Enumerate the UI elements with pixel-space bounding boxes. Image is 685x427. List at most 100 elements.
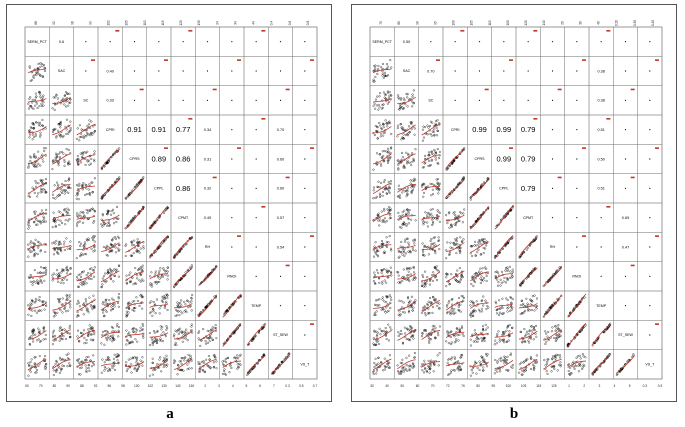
scatter-point: [180, 299, 183, 302]
scatter-point: [26, 248, 30, 251]
smoother-line: [372, 302, 392, 309]
scatter-point: [155, 280, 158, 283]
scatter-point: [485, 279, 488, 282]
top-tick-label: 40: [597, 21, 601, 25]
scatter-point: [75, 224, 78, 227]
scatter-point: [480, 243, 483, 246]
scatter-cell: [76, 324, 96, 345]
scatter-cell: [197, 324, 218, 347]
scatter-point: [455, 327, 458, 330]
scatter-point: [104, 337, 108, 340]
bottom-tick-label: 60: [25, 384, 29, 388]
scatter-point: [389, 247, 393, 250]
scatter-point: [114, 235, 117, 239]
scatter-point: [100, 197, 103, 200]
scatter-point: [207, 273, 210, 276]
scatter-point: [93, 275, 96, 278]
scatter-point: [456, 156, 459, 159]
top-tick-label: 120: [524, 20, 528, 26]
smoother-line: [27, 182, 47, 194]
scatter-point: [42, 300, 45, 303]
scatter-point: [213, 354, 216, 357]
scatter-point: [473, 244, 476, 247]
scatter-point: [408, 243, 411, 246]
scatter-point: [43, 326, 46, 329]
scatter-point: [215, 360, 218, 363]
scatter-point: [472, 276, 475, 279]
scatter-point: [91, 339, 94, 342]
correlation-value: 0.99: [497, 155, 512, 164]
scatter-point: [381, 103, 384, 106]
scatter-point: [136, 277, 139, 280]
scatter-point: [482, 304, 485, 307]
correlation-value: 0.91: [127, 125, 142, 134]
scatter-point: [462, 212, 465, 215]
scatter-point: [374, 67, 377, 70]
scatter-point: [27, 166, 30, 169]
top-tick-label: 105: [125, 20, 129, 26]
scatter-point: [64, 337, 67, 340]
scatter-point: [477, 187, 480, 191]
scatter-point: [59, 247, 62, 250]
scatter-point: [237, 297, 241, 300]
scatter-point: [67, 163, 70, 166]
scatter-point: [446, 303, 449, 306]
significance-mark: [188, 30, 193, 32]
scatter-point: [428, 339, 431, 342]
scatter-point: [66, 298, 69, 301]
scatter-point: [62, 282, 65, 285]
scatter-cell: [125, 264, 145, 286]
scatter-point: [388, 91, 391, 94]
scatter-point: [422, 250, 425, 253]
scatter-point: [33, 210, 36, 213]
scatter-point: [460, 240, 463, 244]
scatter-point: [386, 187, 389, 190]
scatter-point: [149, 275, 152, 278]
scatter-point: [51, 160, 54, 163]
scatter-point: [475, 273, 478, 276]
scatter-point: [82, 182, 85, 185]
smoother-line: [52, 96, 71, 104]
scatter-point: [37, 327, 40, 330]
correlation-value: 0.86: [176, 155, 191, 164]
scatter-point: [506, 279, 509, 282]
scatter-point: [80, 360, 83, 363]
smoother-line: [246, 355, 266, 374]
scatter-cell: [75, 119, 97, 142]
scatter-point: [32, 300, 35, 303]
scatter-point: [166, 326, 169, 329]
scatter-point: [506, 326, 509, 329]
scatter-point: [156, 363, 159, 366]
scatter-point: [64, 301, 67, 305]
scatter-point: [386, 271, 389, 274]
scatter-point: [401, 311, 404, 314]
scatter-point: [382, 126, 385, 129]
scatter-point: [429, 132, 432, 136]
scatter-point: [186, 358, 189, 361]
scatter-point: [44, 355, 47, 358]
scatter-point: [78, 139, 81, 142]
scatter-point: [189, 237, 192, 240]
scatter-point: [400, 300, 403, 303]
scatter-point: [402, 249, 405, 252]
smoother-line: [149, 303, 169, 308]
scatter-point: [458, 267, 461, 270]
scatter-point: [383, 332, 386, 335]
scatter-point: [62, 152, 65, 155]
correlation-dot: [649, 70, 651, 72]
scatter-point: [373, 313, 376, 316]
scatter-point: [56, 298, 59, 301]
scatter-point: [457, 339, 460, 342]
scatter-point: [42, 219, 45, 222]
scatter-point: [224, 373, 227, 376]
scatter-point: [39, 93, 42, 96]
scatter-point: [87, 123, 90, 126]
correlation-dot: [304, 305, 306, 307]
scatter-point: [449, 313, 452, 316]
scatter-point: [510, 301, 513, 304]
scatter-point: [236, 354, 239, 357]
scatter-point: [527, 339, 530, 342]
correlation-dot: [600, 275, 602, 277]
scatter-point: [101, 220, 104, 223]
scatter-cell: [173, 323, 194, 346]
